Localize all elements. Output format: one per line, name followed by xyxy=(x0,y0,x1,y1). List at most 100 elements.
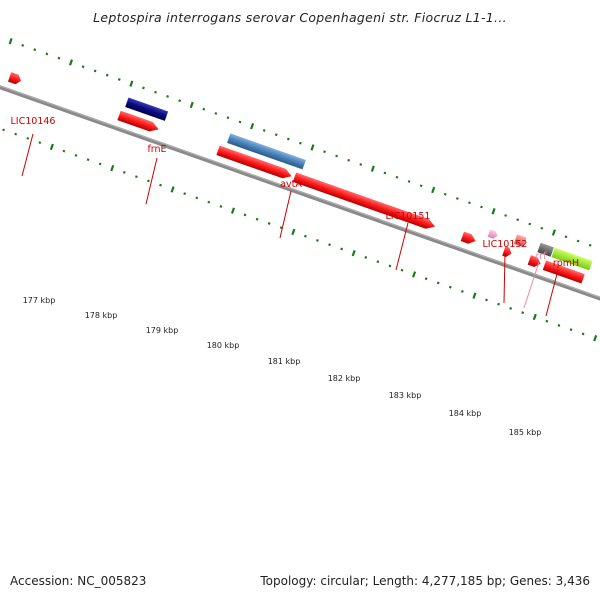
minor-tick xyxy=(576,239,580,243)
major-tick xyxy=(351,249,356,257)
gene-label-lic10146: LIC10146 xyxy=(11,116,56,177)
major-tick xyxy=(189,101,194,109)
scale-label: 179 kbp xyxy=(146,326,179,335)
accession-text: Accession: NC_005823 xyxy=(10,574,147,588)
gene-arrow-avta[interactable] xyxy=(216,145,293,181)
minor-tick xyxy=(557,324,561,327)
minor-tick xyxy=(21,44,25,47)
minor-tick xyxy=(528,222,532,226)
minor-tick xyxy=(166,95,169,98)
minor-tick xyxy=(286,137,290,141)
map-title: Leptospira interrogans serovar Copenhage… xyxy=(93,10,507,25)
minor-tick xyxy=(255,217,259,221)
minor-tick xyxy=(400,268,404,272)
gene-arrow-edge[interactable] xyxy=(542,260,585,284)
minor-tick xyxy=(38,141,42,145)
scale-label: 184 kbp xyxy=(449,409,482,418)
minor-tick xyxy=(2,128,5,132)
minor-tick xyxy=(45,52,49,56)
minor-tick xyxy=(509,307,513,310)
svg-text:LIC10152: LIC10152 xyxy=(483,239,528,250)
feature-gray[interactable] xyxy=(537,242,554,257)
minor-tick xyxy=(304,234,307,238)
minor-tick xyxy=(33,48,37,52)
major-tick xyxy=(291,228,296,236)
svg-text:frnE: frnE xyxy=(147,144,166,155)
minor-tick xyxy=(455,197,459,200)
minor-tick xyxy=(436,281,440,285)
feature-block-frne[interactable] xyxy=(125,97,169,121)
scale-labels: 177 kbp 178 kbp 179 kbp 180 kbp 181 kbp … xyxy=(23,296,542,437)
minor-tick xyxy=(195,196,199,200)
major-tick xyxy=(551,229,556,236)
major-tick xyxy=(230,207,236,214)
minor-tick xyxy=(383,171,387,175)
minor-tick xyxy=(545,319,549,323)
gene-arrow-lic10151[interactable] xyxy=(292,172,437,231)
minor-tick xyxy=(504,214,508,217)
minor-tick xyxy=(516,218,520,222)
minor-tick xyxy=(142,86,145,90)
minor-tick xyxy=(323,150,326,154)
gene-arrow-lic10152[interactable] xyxy=(460,231,478,246)
scale-label: 183 kbp xyxy=(389,391,422,400)
gene-label-rpmh: rpmH xyxy=(545,258,579,317)
outer-tick-ring xyxy=(8,37,592,247)
svg-text:LIC10146: LIC10146 xyxy=(11,116,56,127)
minor-tick xyxy=(581,332,585,336)
major-tick xyxy=(129,80,134,87)
minor-tick xyxy=(243,213,247,217)
major-tick xyxy=(593,335,598,342)
major-tick xyxy=(250,123,255,130)
feature-salmon[interactable] xyxy=(513,234,527,248)
major-tick xyxy=(8,37,13,45)
major-tick xyxy=(110,164,115,172)
minor-tick xyxy=(407,180,411,183)
minor-tick xyxy=(207,200,211,204)
minor-tick xyxy=(147,179,150,183)
minor-tick xyxy=(448,285,452,289)
minor-tick xyxy=(340,247,344,251)
minor-tick xyxy=(480,205,483,209)
minor-tick xyxy=(419,184,423,188)
svg-text:rpmH: rpmH xyxy=(553,258,579,269)
minor-tick xyxy=(424,277,428,281)
gene-label-lic10151: LIC10151 xyxy=(386,211,431,271)
svg-text:avtA: avtA xyxy=(280,179,302,190)
gene-arrow-frne[interactable] xyxy=(117,110,160,134)
major-tick xyxy=(68,59,74,66)
feature-lime[interactable] xyxy=(551,247,593,271)
minor-tick xyxy=(117,78,121,81)
scale-label: 177 kbp xyxy=(23,296,56,305)
minor-tick xyxy=(460,290,464,293)
minor-tick xyxy=(497,302,500,306)
minor-tick xyxy=(316,239,319,242)
minor-tick xyxy=(395,175,399,179)
gene-label-frne: frnE xyxy=(145,144,167,205)
gene-arrow-lic10146[interactable] xyxy=(7,72,23,85)
minor-tick xyxy=(62,149,66,153)
topology-summary: Topology: circular; Length: 4,277,185 bp… xyxy=(260,574,590,588)
svg-text:LIC10151: LIC10151 xyxy=(386,211,431,222)
minor-tick xyxy=(388,264,392,268)
gene-label-rrf: rrf xyxy=(523,251,547,309)
minor-tick xyxy=(81,65,85,69)
minor-tick xyxy=(521,311,525,315)
minor-tick xyxy=(485,298,488,302)
minor-tick xyxy=(274,133,278,137)
feature-block-avta[interactable] xyxy=(227,133,306,170)
gene-arrow-rpmh[interactable] xyxy=(527,255,543,268)
feature-rrf[interactable] xyxy=(487,229,499,240)
minor-tick xyxy=(178,99,182,103)
minor-tick xyxy=(214,112,218,115)
minor-tick xyxy=(183,192,187,196)
major-tick xyxy=(170,186,175,193)
minor-tick xyxy=(219,205,223,208)
major-tick xyxy=(532,313,537,321)
minor-tick xyxy=(468,201,471,205)
major-tick xyxy=(472,292,477,299)
inner-tick-ring xyxy=(2,128,598,342)
gene-label-lic10152: LIC10152 xyxy=(483,239,528,304)
